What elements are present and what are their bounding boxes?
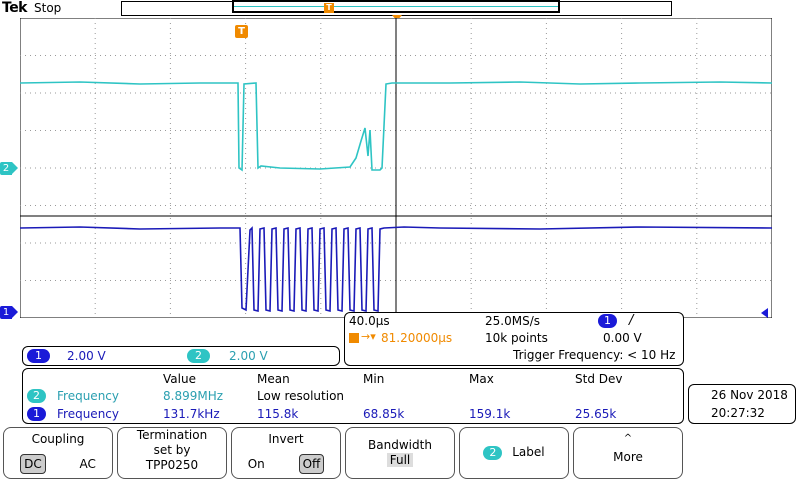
acquisition-state: Stop (34, 1, 62, 15)
trigger-position: 81.20000µs (381, 331, 453, 345)
channel-2-ground-arrow-icon (12, 162, 18, 174)
header-value: Value (163, 372, 196, 386)
datetime-readout[interactable]: 26 Nov 2018 20:27:32 (688, 384, 796, 424)
measurement-source-badge: 2 (27, 389, 46, 403)
more-up-arrow-icon: ^ (623, 433, 633, 444)
measurement-mean: 115.8k (257, 407, 299, 421)
header-std-dev: Std Dev (575, 372, 623, 386)
trigger-level-icon (761, 308, 768, 318)
bandwidth-title: Bandwidth (368, 438, 432, 452)
invert-softkey[interactable]: Invert On Off (231, 427, 341, 479)
coupling-option-ac[interactable]: AC (79, 457, 96, 471)
measurement-mean: Low resolution (257, 389, 345, 403)
brand-logo: Tek (2, 0, 28, 16)
measurement-name: Frequency (57, 389, 119, 403)
header-max: Max (469, 372, 494, 386)
termination-line-2: set by (153, 443, 191, 457)
channel-2-waveform (20, 81, 772, 172)
termination-softkey[interactable]: Termination set by TPP0250 (117, 427, 227, 479)
label-softkey[interactable]: 2 Label (459, 427, 569, 479)
horizontal-scale: 40.0µs (349, 314, 390, 328)
trigger-source-badge: 1 (598, 314, 617, 328)
channel-1-ground-marker[interactable]: 1 (0, 306, 12, 319)
invert-option-on[interactable]: On (247, 457, 265, 471)
time: 20:27:32 (711, 406, 765, 420)
channel-1-ground-arrow-icon (12, 306, 18, 318)
label-channel-badge: 2 (483, 446, 503, 460)
channel-2-ground-marker[interactable]: 2 (0, 162, 12, 175)
measurement-value: 131.7kHz (163, 407, 220, 421)
measurement-name: Frequency (57, 407, 119, 421)
record-waveform-preview (234, 6, 560, 7)
channel-scale-readout[interactable]: 1 2.00 V 2 2.00 V (22, 346, 340, 366)
measurement-source-badge: 1 (27, 407, 46, 421)
more-title: More (613, 450, 643, 464)
measurement-panel[interactable]: Value Mean Min Max Std Dev 2 Frequency 8… (22, 368, 684, 424)
record-length: 10k points (485, 331, 548, 345)
waveform-graticule[interactable] (20, 18, 772, 318)
termination-line-3: TPP0250 (145, 458, 199, 472)
sample-rate: 25.0MS/s (485, 314, 540, 328)
label-title: Label (512, 445, 545, 459)
invert-option-off[interactable]: Off (298, 454, 325, 474)
header-min: Min (363, 372, 385, 386)
date: 26 Nov 2018 (711, 388, 788, 402)
center-axes (20, 18, 772, 318)
trigger-level: 0.00 V (603, 331, 642, 345)
top-status-bar: Tek Stop T (0, 0, 800, 21)
channel-1-waveform (20, 226, 772, 313)
measurement-max: 159.1k (469, 407, 511, 421)
channel-2-scale: 2.00 V (229, 349, 268, 363)
more-softkey[interactable]: ^ More (573, 427, 683, 479)
invert-title: Invert (268, 432, 304, 446)
measurement-min: 68.85k (363, 407, 405, 421)
trigger-position-icon[interactable]: T (235, 25, 248, 38)
trigger-delay-icon (349, 333, 359, 343)
channel-1-scale: 2.00 V (67, 349, 106, 363)
coupling-option-dc[interactable]: DC (20, 454, 46, 474)
termination-line-1: Termination (136, 428, 208, 442)
horizontal-trigger-readout[interactable]: 40.0µs 25.0MS/s 1 / →▾ 81.20000µs 10k po… (344, 312, 684, 366)
trigger-slope-icon: / (629, 313, 634, 328)
channel-1-badge: 1 (27, 349, 50, 363)
coupling-title: Coupling (31, 432, 85, 446)
header-mean: Mean (257, 372, 290, 386)
bandwidth-value: Full (386, 453, 414, 467)
coupling-softkey[interactable]: Coupling DC AC (3, 427, 113, 479)
trigger-delay-arrow-icon: →▾ (361, 330, 376, 343)
bandwidth-softkey[interactable]: Bandwidth Full (345, 427, 455, 479)
trigger-frequency: Trigger Frequency: < 10 Hz (513, 348, 676, 362)
record-view-window[interactable] (232, 0, 560, 13)
record-trigger-icon: T (324, 3, 334, 13)
channel-2-badge: 2 (187, 349, 210, 363)
measurement-std-dev: 25.65k (575, 407, 617, 421)
measurement-value: 8.899MHz (163, 389, 224, 403)
